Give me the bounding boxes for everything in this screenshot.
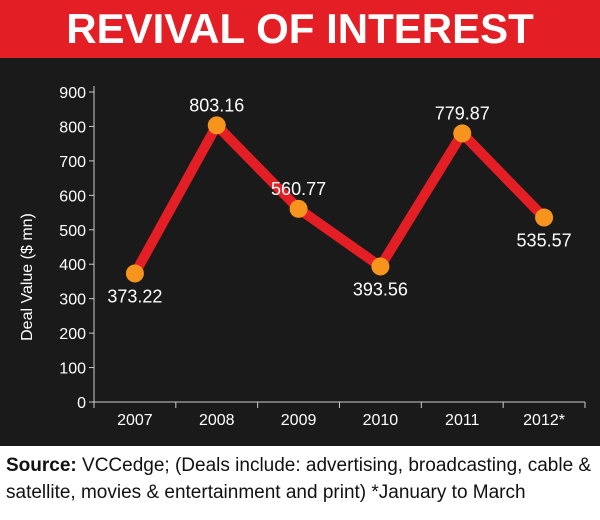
data-label: 560.77 bbox=[271, 179, 326, 199]
data-point bbox=[535, 208, 554, 227]
x-tick-label: 2007 bbox=[117, 412, 153, 429]
source-label: Source: bbox=[6, 455, 77, 476]
series-line bbox=[129, 117, 550, 279]
y-tick-label: 100 bbox=[59, 361, 86, 378]
data-point bbox=[371, 257, 390, 276]
chart-title: REVIVAL OF INTEREST bbox=[66, 5, 534, 52]
source-text: VCCedge; (Deals include: advertising, br… bbox=[6, 455, 592, 503]
y-tick-label: 300 bbox=[59, 292, 86, 309]
x-tick-label: 2008 bbox=[199, 412, 235, 429]
y-tick-label: 400 bbox=[59, 257, 86, 274]
y-tick-label: 500 bbox=[59, 223, 86, 240]
data-label: 779.87 bbox=[435, 103, 490, 123]
data-point bbox=[125, 264, 144, 283]
y-tick-label: 600 bbox=[59, 188, 86, 205]
data-point bbox=[289, 199, 308, 218]
chart-area: 0 100 200 300 400 500 600 700 800 900 2007 2008 2009… bbox=[0, 58, 600, 446]
data-label: 535.57 bbox=[517, 231, 572, 251]
data-label: 803.16 bbox=[189, 95, 244, 115]
data-point bbox=[453, 124, 472, 143]
y-tick-label: 0 bbox=[77, 395, 86, 412]
x-tick-label: 2011 bbox=[445, 412, 480, 429]
y-tick-label: 200 bbox=[59, 326, 86, 343]
source-note: Source: VCCedge; (Deals include: adverti… bbox=[6, 452, 596, 506]
title-bar: REVIVAL OF INTEREST bbox=[0, 0, 600, 58]
data-label: 393.56 bbox=[353, 279, 408, 299]
x-tick-label: 2010 bbox=[363, 412, 399, 429]
y-tick-label: 900 bbox=[59, 85, 86, 102]
y-tick-label: 700 bbox=[59, 154, 86, 171]
y-axis-title: Deal Value ($ mn) bbox=[19, 213, 36, 341]
x-tick-label: 2009 bbox=[281, 412, 317, 429]
data-label: 373.22 bbox=[107, 286, 162, 306]
data-point bbox=[207, 116, 226, 135]
y-tick-label: 800 bbox=[59, 119, 86, 136]
x-tick-label: 2012* bbox=[523, 412, 565, 429]
line-chart: 0 100 200 300 400 500 600 700 800 900 2007 2008 2009… bbox=[19, 85, 586, 429]
